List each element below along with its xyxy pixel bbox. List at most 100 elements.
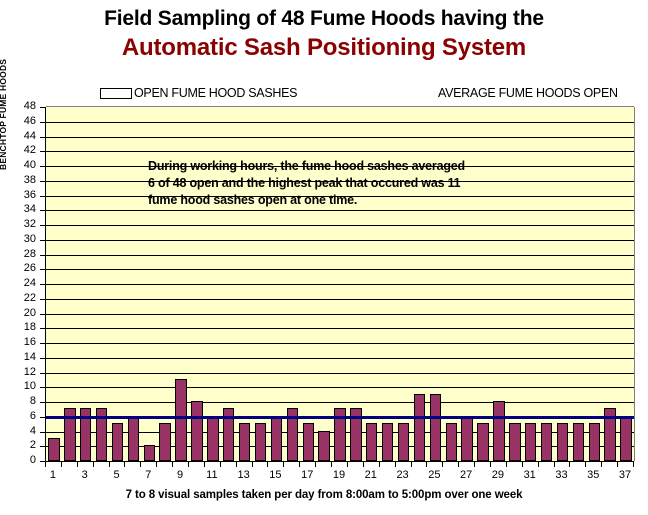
bar-sample-1: [48, 437, 60, 461]
y-tick-label-0: 0: [29, 454, 36, 466]
y-tick-mark-6: [40, 416, 45, 418]
chart-title-block: Field Sampling of 48 Fume Hoods having t…: [0, 6, 648, 62]
y-tick-label-44: 44: [23, 129, 36, 142]
average-line: [46, 415, 634, 419]
bar-sample-3: [80, 408, 92, 461]
x-tick-mark-7: [156, 462, 158, 467]
bar-sample-11: [207, 415, 219, 461]
gridline-30: [46, 239, 634, 241]
bar-sample-4: [95, 408, 108, 461]
x-tick-mark-32: [553, 462, 555, 467]
x-tick-mark-26: [458, 462, 460, 467]
legend-label-average-open: AVERAGE FUME HOODS OPEN: [438, 86, 618, 100]
x-tick-label-25: 25: [428, 469, 441, 481]
bar-sample-36: [604, 408, 616, 461]
chart-title-line1: Field Sampling of 48 Fume Hoods having t…: [104, 7, 544, 30]
x-tick-mark-28: [489, 462, 491, 467]
y-tick-label-10: 10: [23, 380, 36, 393]
x-tick-label-35: 35: [587, 469, 600, 481]
y-tick-label-20: 20: [23, 306, 36, 319]
gridline-34: [46, 210, 634, 212]
y-axis-title: BENCHTOP FUME HOODS: [0, 58, 8, 170]
x-tick-mark-23: [410, 462, 412, 467]
gridline-28: [46, 254, 634, 256]
y-tick-label-30: 30: [23, 232, 36, 245]
x-tick-mark-35: [601, 462, 603, 467]
bar-sample-35: [588, 423, 600, 461]
x-tick-label-19: 19: [332, 469, 346, 481]
bar-sample-7: [143, 445, 156, 461]
bar-sample-5: [111, 423, 124, 461]
bar-sample-34: [572, 423, 585, 461]
x-tick-label-17: 17: [301, 469, 314, 481]
plot-right-border: [634, 107, 635, 461]
legend-item-open-sashes: OPEN FUME HOOD SASHES: [100, 86, 297, 100]
y-tick-mark-40: [40, 166, 45, 167]
x-tick-mark-22: [394, 462, 396, 467]
x-tick-mark-27: [474, 462, 476, 467]
y-tick-label-12: 12: [23, 365, 36, 378]
y-tick-mark-28: [40, 254, 45, 256]
y-tick-mark-26: [40, 269, 45, 271]
y-tick-label-6: 6: [29, 409, 36, 422]
x-tick-mark-16: [299, 462, 301, 467]
x-tick-mark-6: [140, 462, 142, 467]
bar-sample-18: [318, 430, 330, 461]
plot-top-border: [46, 106, 634, 107]
bar-sample-31: [524, 423, 537, 461]
y-tick-mark-14: [40, 357, 45, 359]
gridline-44: [46, 136, 634, 138]
gridline-14: [46, 357, 634, 359]
x-tick-mark-34: [585, 462, 587, 467]
y-tick-label-48: 48: [23, 100, 36, 112]
bar-sample-25: [429, 393, 442, 461]
y-tick-mark-38: [40, 180, 45, 182]
gridline-46: [46, 121, 634, 123]
bar-sample-26: [445, 423, 457, 461]
bar-sample-28: [477, 423, 489, 461]
x-tick-label-5: 5: [113, 469, 120, 481]
gridline-10: [46, 387, 634, 389]
x-tick-mark-17: [315, 462, 317, 467]
x-tick-mark-5: [124, 462, 126, 467]
y-tick-label-46: 46: [23, 114, 36, 127]
y-tick-mark-36: [40, 195, 45, 197]
bar-sample-20: [350, 408, 362, 461]
y-tick-label-40: 40: [23, 159, 36, 171]
x-tick-mark-9: [188, 462, 190, 467]
x-tick-mark-36: [617, 462, 619, 467]
bar-sample-6: [127, 415, 140, 461]
x-tick-label-11: 11: [206, 469, 218, 481]
x-tick-mark-33: [569, 462, 571, 467]
bar-sample-9: [175, 378, 187, 461]
y-tick-mark-24: [40, 284, 45, 285]
bar-sample-16: [286, 408, 299, 461]
annotation-line-2: 6 of 48 open and the highest peak that o…: [148, 176, 461, 190]
bar-sample-33: [556, 423, 569, 461]
y-tick-label-36: 36: [23, 188, 36, 201]
x-tick-label-21: 21: [364, 469, 377, 481]
bar-sample-14: [254, 423, 267, 461]
legend-line-swatch-icon: [406, 91, 436, 95]
gridline-36: [46, 195, 634, 197]
gridline-12: [46, 372, 634, 374]
bar-sample-22: [381, 423, 394, 461]
x-tick-label-1: 1: [49, 469, 56, 481]
bar-sample-13: [238, 423, 251, 461]
bar-sample-23: [397, 423, 410, 461]
x-tick-mark-24: [426, 462, 428, 467]
gridline-24: [46, 284, 634, 285]
legend-item-average-open: AVERAGE FUME HOODS OPEN: [406, 86, 618, 100]
x-tick-mark-8: [172, 462, 174, 467]
plot-area: [45, 106, 635, 462]
y-tick-mark-30: [40, 239, 45, 241]
x-tick-mark-15: [283, 462, 285, 467]
bar-sample-15: [270, 415, 283, 461]
x-tick-mark-11: [219, 462, 221, 467]
y-tick-label-22: 22: [23, 291, 36, 304]
x-tick-label-27: 27: [460, 469, 473, 481]
bar-sample-10: [191, 401, 203, 461]
y-tick-mark-22: [40, 298, 45, 300]
chart-title-line2: Automatic Sash Positioning System: [121, 34, 527, 61]
